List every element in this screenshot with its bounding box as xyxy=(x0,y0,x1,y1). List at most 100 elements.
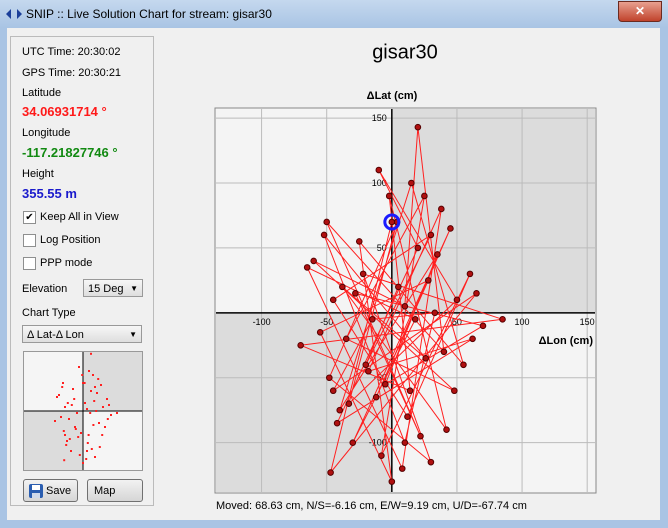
position-point xyxy=(440,348,448,356)
mini-point xyxy=(92,374,94,376)
mini-point xyxy=(98,446,101,448)
mini-point xyxy=(94,386,96,388)
mini-point xyxy=(58,394,60,396)
mini-point xyxy=(100,384,102,386)
position-point xyxy=(375,166,383,174)
position-point xyxy=(385,192,393,200)
chart-type-label: Chart Type xyxy=(22,307,76,319)
mini-point xyxy=(87,434,90,436)
position-point xyxy=(329,296,337,304)
position-point xyxy=(404,413,411,420)
chart: gisar30 ΔLat (cm) Moved: 68.63 cm, N/S=-… xyxy=(214,41,597,512)
position-point xyxy=(417,432,424,440)
mini-point xyxy=(82,382,84,384)
checkbox[interactable]: ✔ xyxy=(23,211,36,224)
position-point xyxy=(406,387,414,395)
position-point xyxy=(352,290,359,297)
mini-point xyxy=(65,444,68,446)
save-button[interactable]: Save xyxy=(23,479,78,502)
y-tick-label: 150 xyxy=(372,113,387,123)
longitude-value: -117.21827746 ° xyxy=(22,145,118,160)
mini-point xyxy=(98,422,100,424)
position-point xyxy=(421,192,428,200)
mini-point xyxy=(63,459,66,462)
checkbox-label[interactable]: Log Position xyxy=(40,234,101,246)
mini-point xyxy=(88,370,90,372)
title-bar: SNIP :: Live Solution Chart for stream: … xyxy=(0,0,668,28)
y-tick-label: -50 xyxy=(374,373,387,383)
checkbox[interactable] xyxy=(23,234,36,247)
mini-point xyxy=(77,436,80,438)
chart-type-select[interactable]: Δ Lat-Δ Lon xyxy=(22,325,142,344)
position-point xyxy=(339,283,346,291)
position-point xyxy=(336,406,344,414)
mini-point xyxy=(92,424,95,426)
mini-point xyxy=(68,438,71,440)
position-point xyxy=(323,218,331,226)
mini-point xyxy=(104,426,106,428)
position-point xyxy=(326,374,333,382)
longitude-label: Longitude xyxy=(22,127,71,139)
elevation-label: Elevation xyxy=(22,283,68,295)
mini-point xyxy=(54,420,56,422)
mini-point xyxy=(56,396,58,398)
position-point xyxy=(303,264,311,271)
track-line xyxy=(298,127,503,482)
close-button[interactable]: ✕ xyxy=(618,1,662,22)
elevation-select[interactable]: 15 Deg xyxy=(83,279,143,298)
app-icon xyxy=(6,9,22,19)
position-point xyxy=(327,469,334,476)
mini-point xyxy=(62,430,65,432)
mini-point xyxy=(86,408,88,410)
mini-point xyxy=(73,398,76,400)
save-label[interactable]: Save xyxy=(46,485,72,497)
mini-point xyxy=(81,374,84,376)
position-point xyxy=(329,387,337,395)
position-point xyxy=(473,290,480,297)
latitude-value: 34.06931714 ° xyxy=(22,104,107,119)
position-point xyxy=(342,335,350,343)
gps-time: GPS Time: 20:30:21 xyxy=(22,67,122,79)
position-point xyxy=(408,179,415,187)
position-point xyxy=(297,341,304,349)
checkbox[interactable] xyxy=(23,257,36,270)
position-point xyxy=(427,231,435,239)
mini-point xyxy=(60,416,62,418)
position-point xyxy=(349,439,357,446)
y-tick-label: -100 xyxy=(369,438,387,448)
position-point xyxy=(395,283,402,291)
position-point xyxy=(479,322,487,330)
checkbox-label[interactable]: PPP mode xyxy=(40,257,93,269)
mini-point xyxy=(64,434,66,436)
mini-point xyxy=(70,450,72,452)
checkbox-label[interactable]: Keep All in View xyxy=(40,211,119,223)
mini-point xyxy=(110,414,112,416)
y-tick-label: 100 xyxy=(372,178,387,188)
x-tick-label: 50 xyxy=(452,317,462,327)
position-point xyxy=(414,244,422,252)
x-tick-label: 150 xyxy=(580,317,595,327)
position-point xyxy=(469,335,476,343)
mini-point xyxy=(90,352,92,355)
position-point xyxy=(401,303,409,310)
position-point xyxy=(333,419,341,427)
mini-point xyxy=(106,418,109,420)
position-point xyxy=(345,400,353,408)
mini-point xyxy=(82,462,84,464)
position-point xyxy=(438,205,445,213)
mini-point xyxy=(76,412,78,414)
mini-point xyxy=(93,400,96,402)
y-tick-label: 50 xyxy=(377,243,387,253)
mini-point xyxy=(83,382,86,384)
mini-point xyxy=(74,428,77,430)
window-title: SNIP :: Live Solution Chart for stream: … xyxy=(26,7,272,21)
position-point xyxy=(453,296,461,304)
mini-chart xyxy=(23,351,143,471)
status-text: Moved: 68.63 cm, N/S=-6.16 cm, E/W=9.19 … xyxy=(216,500,527,512)
mini-point xyxy=(102,406,104,408)
map-button[interactable]: Map xyxy=(87,479,143,502)
position-point xyxy=(443,426,450,433)
mini-quadrant xyxy=(83,352,142,411)
position-point xyxy=(434,251,441,258)
